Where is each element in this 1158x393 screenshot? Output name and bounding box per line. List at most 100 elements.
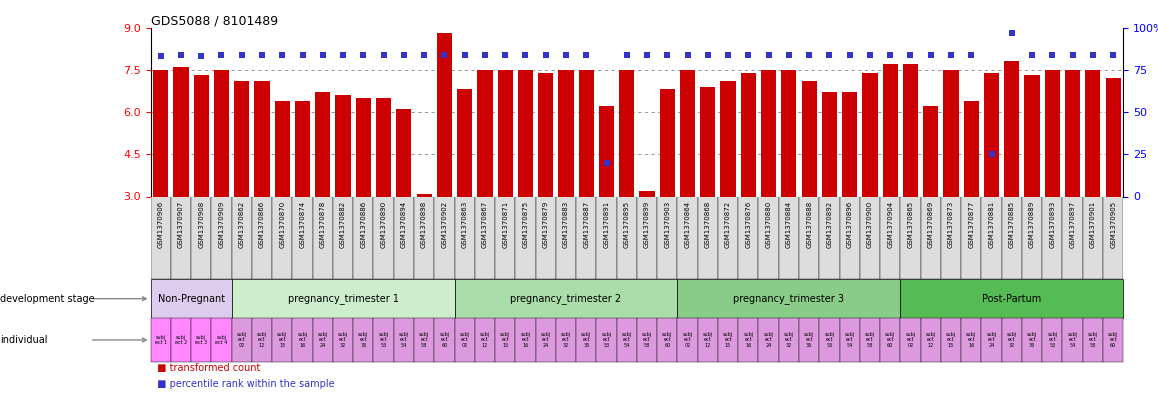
Bar <box>984 73 999 196</box>
Text: ■ percentile rank within the sample: ■ percentile rank within the sample <box>151 379 335 389</box>
Bar <box>232 279 454 318</box>
Text: GSM1370879: GSM1370879 <box>543 200 549 248</box>
Text: subj
ect
12: subj ect 12 <box>257 332 267 348</box>
Bar <box>758 196 778 279</box>
Text: ■ transformed count: ■ transformed count <box>151 364 259 373</box>
Text: subj
ect
24: subj ect 24 <box>987 332 997 348</box>
Bar <box>336 95 351 196</box>
Text: subj
ect
32: subj ect 32 <box>338 332 349 348</box>
Bar <box>211 318 232 362</box>
Bar <box>859 318 880 362</box>
Bar <box>799 196 819 279</box>
Bar <box>292 318 313 362</box>
Text: GSM1370893: GSM1370893 <box>1049 200 1055 248</box>
Text: GSM1370864: GSM1370864 <box>684 200 690 248</box>
Bar <box>1062 196 1083 279</box>
Bar <box>1085 70 1100 196</box>
Text: GSM1370894: GSM1370894 <box>401 200 406 248</box>
Text: pregnancy_trimester 3: pregnancy_trimester 3 <box>733 293 844 304</box>
Text: subj
ect
36: subj ect 36 <box>358 332 368 348</box>
Bar <box>882 64 897 196</box>
Bar <box>332 318 353 362</box>
Text: GSM1370885: GSM1370885 <box>1009 200 1014 248</box>
Bar <box>1065 70 1080 196</box>
Bar <box>1106 78 1121 196</box>
Text: subj
ect
58: subj ect 58 <box>642 332 652 348</box>
Bar <box>1042 318 1063 362</box>
Bar <box>251 196 272 279</box>
Bar <box>191 196 211 279</box>
Text: subj
ect
12: subj ect 12 <box>479 332 490 348</box>
Text: GSM1370889: GSM1370889 <box>1029 200 1035 248</box>
Bar <box>901 318 921 362</box>
Text: GSM1370890: GSM1370890 <box>381 200 387 248</box>
Bar <box>535 196 556 279</box>
Bar <box>677 279 901 318</box>
Text: subj
ect 4: subj ect 4 <box>215 334 228 345</box>
Bar <box>232 318 252 362</box>
Bar <box>313 196 332 279</box>
Text: subj
ect
15: subj ect 15 <box>500 332 511 348</box>
Bar <box>1023 318 1042 362</box>
Text: subj
ect
24: subj ect 24 <box>541 332 551 348</box>
Bar <box>782 70 797 196</box>
Text: subj
ect
60: subj ect 60 <box>662 332 673 348</box>
Bar <box>982 318 1002 362</box>
Bar <box>558 70 573 196</box>
Bar <box>944 70 959 196</box>
Bar <box>518 70 533 196</box>
Text: GSM1370871: GSM1370871 <box>503 200 508 248</box>
Text: subj
ect
60: subj ect 60 <box>439 332 449 348</box>
Text: subj
ect
54: subj ect 54 <box>844 332 855 348</box>
Bar <box>718 318 739 362</box>
Bar <box>457 90 472 196</box>
Text: subj
ect
02: subj ect 02 <box>236 332 247 348</box>
Text: subj
ect
58: subj ect 58 <box>419 332 430 348</box>
Bar <box>758 318 778 362</box>
Bar <box>596 318 616 362</box>
Bar <box>353 318 373 362</box>
Text: subj
ect
15: subj ect 15 <box>946 332 957 348</box>
Text: GSM1370902: GSM1370902 <box>441 200 447 248</box>
Bar <box>170 196 191 279</box>
Bar <box>842 92 857 196</box>
Bar <box>417 194 432 196</box>
Text: GSM1370888: GSM1370888 <box>806 200 812 248</box>
Bar <box>820 196 840 279</box>
Bar <box>1042 196 1063 279</box>
Bar <box>639 191 654 196</box>
Bar <box>680 70 695 196</box>
Text: GSM1370905: GSM1370905 <box>1111 200 1116 248</box>
Bar <box>880 196 901 279</box>
Bar <box>170 318 191 362</box>
Bar <box>637 318 657 362</box>
Text: individual: individual <box>0 335 47 345</box>
Text: subj
ect
12: subj ect 12 <box>925 332 936 348</box>
Bar <box>556 196 577 279</box>
Bar <box>637 196 657 279</box>
Bar <box>498 70 513 196</box>
Bar <box>1004 61 1019 196</box>
Bar <box>880 318 901 362</box>
Bar <box>940 196 961 279</box>
Bar <box>191 318 211 362</box>
Text: GSM1370883: GSM1370883 <box>563 200 569 248</box>
Bar <box>394 318 415 362</box>
Bar <box>193 75 208 196</box>
Text: GSM1370862: GSM1370862 <box>239 200 244 248</box>
Bar <box>353 196 373 279</box>
Bar <box>901 279 1123 318</box>
Text: subj
ect
15: subj ect 15 <box>277 332 287 348</box>
Bar <box>356 98 371 196</box>
Bar <box>292 196 313 279</box>
Bar <box>535 318 556 362</box>
Bar <box>1002 196 1023 279</box>
Bar <box>739 196 758 279</box>
Bar <box>778 318 799 362</box>
Text: subj
ect
60: subj ect 60 <box>885 332 895 348</box>
Text: subj
ect
32: subj ect 32 <box>560 332 571 348</box>
Bar <box>660 90 675 196</box>
Bar <box>454 318 475 362</box>
Text: subj
ect
53: subj ect 53 <box>1047 332 1057 348</box>
Bar <box>923 107 938 196</box>
